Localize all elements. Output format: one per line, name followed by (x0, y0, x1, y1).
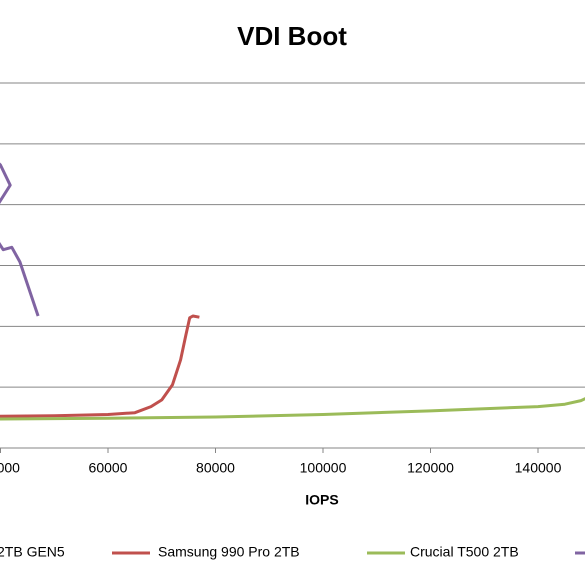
series-line (0, 314, 200, 418)
x-tick-label: 120000 (407, 460, 454, 476)
x-tick-label: 60000 (89, 460, 128, 476)
x-tick-label: 80000 (196, 460, 235, 476)
x-tick-label: 140000 (515, 460, 562, 476)
legend-label: Samsung 990 Pro 2TB (158, 544, 300, 560)
x-tick-label: 100000 (300, 460, 347, 476)
chart-title: VDI Boot (237, 21, 347, 51)
series-line (0, 162, 40, 317)
legend-label: Crucial T500 2TB (410, 544, 519, 560)
legend-label: 2TB GEN5 (0, 544, 65, 560)
x-tick-label: 40000 (0, 460, 20, 476)
series-line (0, 397, 585, 421)
x-axis-label: IOPS (305, 492, 338, 508)
